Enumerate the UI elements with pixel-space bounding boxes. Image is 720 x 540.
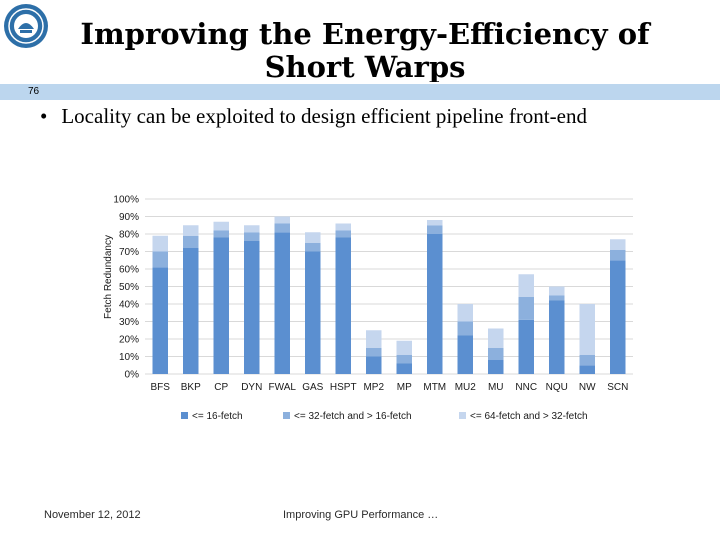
footer-date: November 12, 2012 (44, 509, 141, 521)
bar-segment-gas-s1 (305, 251, 321, 374)
x-tick-label: NW (579, 382, 596, 393)
university-seal-icon (4, 4, 48, 48)
bar-segment-bfs-s3 (152, 235, 168, 252)
bar-segment-mp2-s2 (366, 347, 382, 357)
bar-segment-gas-s3 (305, 232, 321, 243)
bar-segment-nqu-s2 (549, 295, 565, 301)
bar-segment-mp-s2 (396, 354, 412, 364)
bar-segment-scn-s2 (610, 249, 626, 261)
x-tick-label: NQU (546, 382, 568, 393)
bar-segment-cp-s3 (213, 221, 229, 231)
x-tick-label: HSPT (330, 382, 357, 393)
bar-segment-dyn-s3 (244, 225, 260, 233)
bar-segment-cp-s1 (213, 237, 229, 374)
x-tick-label: MP2 (363, 382, 384, 393)
bar-segment-mu2-s2 (457, 321, 473, 336)
y-tick-label: 20% (119, 335, 139, 346)
x-tick-label: SCN (607, 382, 628, 393)
slide-title: Improving the Energy-Efficiency of Short… (80, 17, 650, 84)
bar-segment-mp2-s3 (366, 330, 382, 348)
y-tick-label: 100% (113, 195, 139, 206)
x-tick-label: FWAL (269, 382, 297, 393)
x-tick-label: DYN (241, 382, 262, 393)
header-band (0, 84, 720, 100)
x-tick-label: MU2 (455, 382, 477, 393)
bar-segment-nw-s2 (579, 354, 595, 366)
bar-segment-bfs-s2 (152, 251, 168, 268)
bar-segment-mp-s1 (396, 363, 412, 374)
bullet-point: • Locality can be exploited to design eff… (40, 104, 587, 129)
bar-segment-bkp-s3 (183, 225, 199, 236)
x-axis-ticks: BFS BKP CP DYN FWAL GAS HSPT MP2 MP MTM MU2 MU NNC NQ… (151, 382, 629, 393)
x-tick-label: BFS (151, 382, 171, 393)
bar-segment-mp-s3 (396, 340, 412, 355)
bar-segment-nqu-s3 (549, 286, 565, 296)
bullet-text: Locality can be exploited to design effi… (61, 104, 587, 128)
university-logo (3, 3, 49, 49)
y-tick-label: 70% (119, 247, 139, 258)
legend-label: <= 64-fetch and > 32-fetch (470, 411, 588, 422)
x-tick-label: GAS (302, 382, 323, 393)
bar-segment-hspt-s3 (335, 223, 351, 231)
bar-segment-mu-s3 (488, 328, 504, 348)
legend-swatch (181, 412, 188, 419)
bar-segment-mu2-s1 (457, 335, 473, 374)
y-tick-label: 90% (119, 212, 139, 223)
title-divider (45, 82, 720, 84)
bullet-marker: • (40, 104, 48, 128)
x-tick-label: NNC (515, 382, 537, 393)
y-tick-label: 30% (119, 317, 139, 328)
bar-segment-gas-s2 (305, 242, 321, 252)
y-tick-label: 60% (119, 265, 139, 276)
bar-segment-bfs-s1 (152, 267, 168, 374)
legend: <= 16-fetch <= 32-fetch and > 16-fetch <= … (181, 411, 588, 422)
x-tick-label: MP (397, 382, 412, 393)
bar-segment-hspt-s1 (335, 237, 351, 374)
bar-segment-nnc-s1 (518, 319, 534, 374)
slide-number: 76 (28, 86, 40, 97)
bar-segment-mtm-s1 (427, 234, 443, 374)
footer-title: Improving GPU Performance … (283, 509, 439, 521)
bar-segment-mtm-s3 (427, 220, 443, 226)
bars (152, 216, 626, 374)
legend-swatch (283, 412, 290, 419)
y-axis-label: Fetch Redundancy (103, 235, 114, 319)
x-tick-label: MTM (423, 382, 446, 393)
bar-segment-nw-s1 (579, 365, 595, 374)
bar-segment-nw-s3 (579, 304, 595, 355)
bar-segment-nnc-s3 (518, 274, 534, 297)
bar-segment-fwal-s3 (274, 216, 290, 224)
bar-segment-mp2-s1 (366, 356, 382, 374)
bar-segment-fwal-s2 (274, 223, 290, 233)
y-axis-ticks: 0% 10% 20% 30% 40% 50% 60% 70% 80% 90% 100% (113, 195, 139, 381)
bar-segment-bkp-s1 (183, 248, 199, 374)
y-tick-label: 50% (119, 282, 139, 293)
legend-label: <= 32-fetch and > 16-fetch (294, 411, 412, 422)
legend-swatch (459, 412, 466, 419)
y-tick-label: 0% (125, 370, 140, 381)
bar-segment-mu-s2 (488, 347, 504, 360)
x-tick-label: CP (214, 382, 228, 393)
x-tick-label: MU (488, 382, 504, 393)
y-tick-label: 10% (119, 352, 139, 363)
bar-segment-hspt-s2 (335, 230, 351, 238)
x-tick-label: BKP (181, 382, 201, 393)
bar-segment-nqu-s1 (549, 300, 565, 374)
y-tick-label: 80% (119, 230, 139, 241)
bar-segment-scn-s3 (610, 239, 626, 250)
bar-segment-cp-s2 (213, 230, 229, 238)
bar-segment-scn-s1 (610, 260, 626, 374)
bar-segment-fwal-s1 (274, 232, 290, 374)
bar-segment-nnc-s2 (518, 297, 534, 320)
bar-segment-mtm-s2 (427, 225, 443, 234)
bar-segment-mu2-s3 (457, 304, 473, 322)
legend-label: <= 16-fetch (192, 411, 243, 422)
bar-segment-mu-s1 (488, 360, 504, 374)
bar-segment-dyn-s2 (244, 232, 260, 241)
bar-segment-dyn-s1 (244, 241, 260, 374)
bar-segment-bkp-s2 (183, 235, 199, 248)
y-tick-label: 40% (119, 300, 139, 311)
